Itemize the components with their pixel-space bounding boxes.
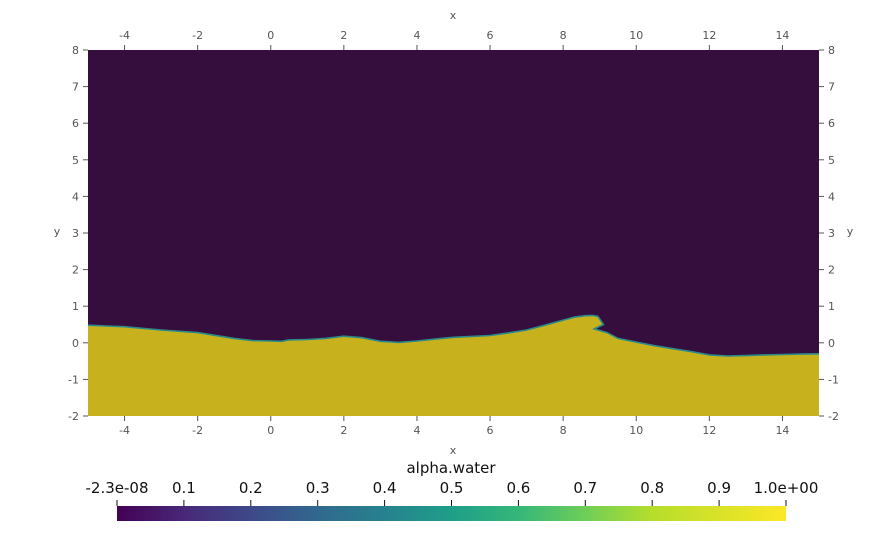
x-tick-label-bottom: -2 bbox=[192, 424, 203, 437]
interface-line bbox=[87, 314, 820, 357]
colorbar-tick-label: -2.3e-08 bbox=[86, 479, 149, 497]
colorbar-tick-label: 0.5 bbox=[440, 479, 464, 497]
y-tick-label-left: 4 bbox=[72, 190, 79, 203]
x-tick-label-top: 12 bbox=[702, 29, 716, 42]
colorbar-title: alpha.water bbox=[406, 459, 496, 477]
y-tick-label-right: 4 bbox=[828, 190, 835, 203]
colorbar-tick-label: 0.2 bbox=[239, 479, 263, 497]
x-tick-label-top: 2 bbox=[340, 29, 347, 42]
y-tick-label-right: 1 bbox=[828, 300, 835, 313]
x-tick-label-top: 14 bbox=[775, 29, 789, 42]
y-axis-title-right: y bbox=[847, 225, 854, 238]
x-tick-label-top: -2 bbox=[192, 29, 203, 42]
x-tick-label-bottom: 8 bbox=[560, 424, 567, 437]
y-tick-label-left: 0 bbox=[72, 337, 79, 350]
x-tick-label-bottom: 4 bbox=[413, 424, 420, 437]
x-tick-label-top: 10 bbox=[629, 29, 643, 42]
y-tick-label-left: 1 bbox=[72, 300, 79, 313]
y-tick-label-right: 6 bbox=[828, 117, 835, 130]
colorbar-tick-label: 0.3 bbox=[306, 479, 330, 497]
x-tick-label-top: 4 bbox=[413, 29, 420, 42]
x-tick-label-bottom: 14 bbox=[775, 424, 789, 437]
x-tick-label-bottom: 6 bbox=[487, 424, 494, 437]
plot-area bbox=[87, 50, 820, 416]
x-axis-title-bottom: x bbox=[450, 444, 457, 457]
x-tick-label-top: -4 bbox=[119, 29, 130, 42]
colorbar-tick-label: 0.4 bbox=[373, 479, 397, 497]
colorbar-tick-label: 1.0e+00 bbox=[754, 479, 819, 497]
colorbar-tick-label: 0.7 bbox=[573, 479, 597, 497]
y-tick-label-left: 6 bbox=[72, 117, 79, 130]
y-tick-label-right: 5 bbox=[828, 154, 835, 167]
y-tick-label-right: 3 bbox=[828, 227, 835, 240]
x-tick-label-bottom: 12 bbox=[702, 424, 716, 437]
colorbar-ticks: -2.3e-08 0.1 0.2 0.3 0.4 0.5 0.6 0.7 0.8 0.9 1.0e+… bbox=[86, 479, 819, 506]
x-tick-label-bottom: -4 bbox=[119, 424, 130, 437]
y-tick-label-left: 2 bbox=[72, 264, 79, 277]
x-tick-label-bottom: 10 bbox=[629, 424, 643, 437]
y-tick-label-left: -2 bbox=[68, 410, 79, 423]
y-tick-label-right: 2 bbox=[828, 264, 835, 277]
y-tick-label-right: 8 bbox=[828, 44, 835, 57]
y-tick-label-left: 5 bbox=[72, 154, 79, 167]
colorbar-tick-label: 0.6 bbox=[506, 479, 530, 497]
x-tick-label-bottom: 2 bbox=[340, 424, 347, 437]
colorbar-tick-label: 0.9 bbox=[707, 479, 731, 497]
y-tick-label-right: -1 bbox=[828, 373, 839, 386]
colorbar-gradient bbox=[117, 506, 786, 521]
x-tick-label-top: 0 bbox=[267, 29, 274, 42]
water-region bbox=[88, 315, 819, 416]
colorbar: alpha.water -2.3e-08 0.1 0.2 0.3 0.4 0.5 0.6 0.… bbox=[86, 459, 819, 521]
y-tick-label-left: 3 bbox=[72, 227, 79, 240]
y-tick-label-right: 0 bbox=[828, 337, 835, 350]
y-tick-label-left: 7 bbox=[72, 81, 79, 94]
colorbar-tick-label: 0.1 bbox=[172, 479, 196, 497]
x-tick-label-top: 8 bbox=[560, 29, 567, 42]
colorbar-tick-label: 0.8 bbox=[640, 479, 664, 497]
x-axis-title-top: x bbox=[450, 9, 457, 22]
y-tick-label-left: 8 bbox=[72, 44, 79, 57]
y-tick-label-right: -2 bbox=[828, 410, 839, 423]
y-tick-label-right: 7 bbox=[828, 81, 835, 94]
y-tick-label-left: -1 bbox=[68, 373, 79, 386]
x-tick-label-top: 6 bbox=[487, 29, 494, 42]
x-tick-label-bottom: 0 bbox=[267, 424, 274, 437]
y-axis-title-left: y bbox=[54, 225, 61, 238]
